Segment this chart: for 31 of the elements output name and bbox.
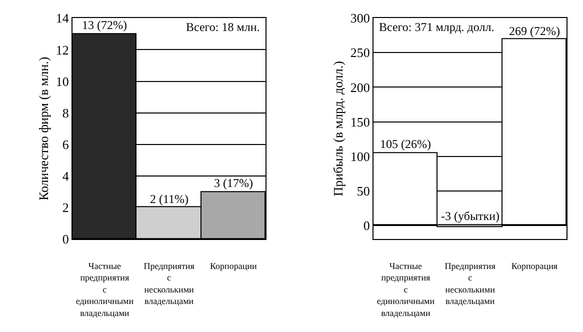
y-tick-label: 200 xyxy=(350,80,370,95)
data-label: 105 (26%) xyxy=(380,137,431,151)
x-tick-label: Частные предприятия с единоличными владельцами xyxy=(376,260,435,318)
y-tick-label: 2 xyxy=(62,200,69,216)
y-tick-label: 50 xyxy=(356,183,370,198)
x-tick-label: Частные предприятия с единоличными владельцами xyxy=(76,260,134,318)
y-tick-label: 0 xyxy=(363,218,370,233)
y-tick-label: 0 xyxy=(62,232,69,247)
data-label: 269 (72%) xyxy=(509,24,560,38)
y-tick-label: 6 xyxy=(62,137,70,152)
y-axis-title: Количество фирм (в млн.) xyxy=(36,56,51,201)
y-tick-label: 4 xyxy=(62,168,70,184)
y-tick-label: 10 xyxy=(56,74,69,89)
y-tick-label: 14 xyxy=(56,10,70,26)
y-tick-label: 300 xyxy=(350,10,370,26)
annotation: Всего: 18 млн. xyxy=(186,20,260,34)
x-tick-label: Предприятия с несколькими владельцами xyxy=(444,260,496,306)
x-tick-label: Корпорация xyxy=(511,260,558,271)
y-tick-label: 12 xyxy=(56,42,69,58)
y-tick-label: 8 xyxy=(62,105,69,120)
y-tick-label: 250 xyxy=(350,45,370,60)
y-tick-label: 150 xyxy=(350,114,370,130)
y-tick-label: 100 xyxy=(350,148,370,164)
x-tick-label: Предприятия с несколькими владельцами xyxy=(144,260,194,306)
annotation: Всего: 371 млрд. долл. xyxy=(379,20,494,34)
x-tick-label: Корпорации xyxy=(210,260,257,271)
data-label: 3 (17%) xyxy=(214,176,253,190)
data-label: -3 (убытки) xyxy=(441,209,500,223)
data-label: 13 (72%) xyxy=(82,18,127,32)
y-axis-title: Прибыль (в млрд. долл.) xyxy=(330,61,346,196)
data-label: 2 (11%) xyxy=(150,192,189,206)
